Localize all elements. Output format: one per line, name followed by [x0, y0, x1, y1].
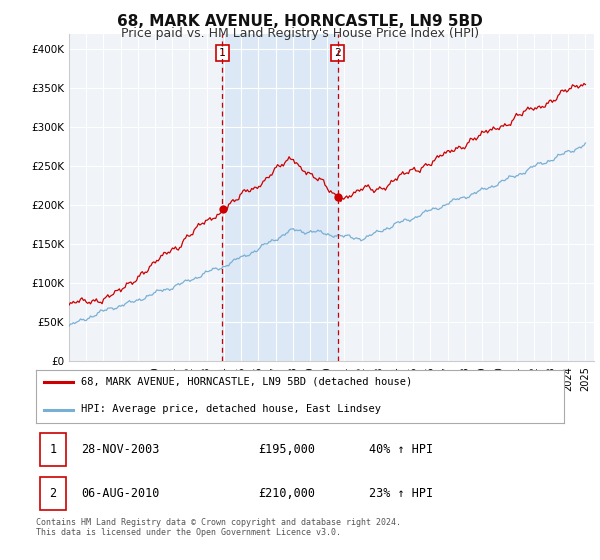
Text: 06-AUG-2010: 06-AUG-2010: [81, 487, 159, 500]
Text: 68, MARK AVENUE, HORNCASTLE, LN9 5BD (detached house): 68, MARK AVENUE, HORNCASTLE, LN9 5BD (de…: [81, 377, 412, 387]
Text: 28-NOV-2003: 28-NOV-2003: [81, 442, 159, 455]
Text: 1: 1: [49, 442, 56, 455]
Text: 2: 2: [334, 48, 341, 58]
Text: £210,000: £210,000: [258, 487, 315, 500]
Text: 23% ↑ HPI: 23% ↑ HPI: [368, 487, 433, 500]
Text: £195,000: £195,000: [258, 442, 315, 455]
Bar: [223, 34, 338, 361]
Text: Contains HM Land Registry data © Crown copyright and database right 2024.
This d: Contains HM Land Registry data © Crown c…: [36, 518, 401, 538]
Text: 1: 1: [219, 48, 226, 58]
Text: 68, MARK AVENUE, HORNCASTLE, LN9 5BD: 68, MARK AVENUE, HORNCASTLE, LN9 5BD: [117, 14, 483, 29]
Text: Price paid vs. HM Land Registry's House Price Index (HPI): Price paid vs. HM Land Registry's House …: [121, 27, 479, 40]
Text: 2: 2: [49, 487, 56, 500]
Text: 40% ↑ HPI: 40% ↑ HPI: [368, 442, 433, 455]
Text: HPI: Average price, detached house, East Lindsey: HPI: Average price, detached house, East…: [81, 404, 381, 414]
FancyBboxPatch shape: [40, 477, 65, 510]
FancyBboxPatch shape: [40, 432, 65, 465]
